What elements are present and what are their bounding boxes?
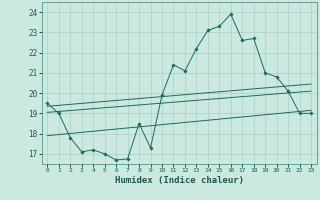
X-axis label: Humidex (Indice chaleur): Humidex (Indice chaleur) — [115, 176, 244, 185]
